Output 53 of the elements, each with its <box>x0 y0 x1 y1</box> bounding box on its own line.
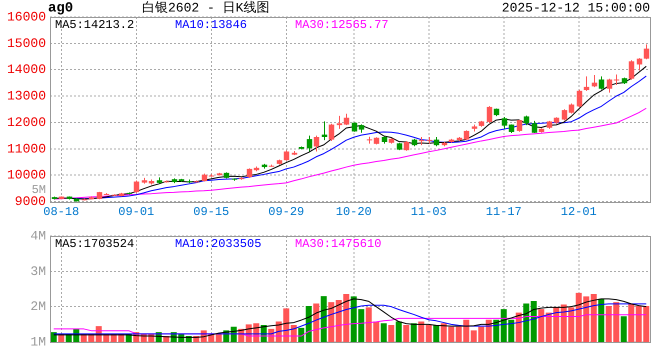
candlestick <box>628 60 634 80</box>
y-tick-label: 3M <box>30 264 46 279</box>
candlestick <box>322 120 328 141</box>
y-tick-label: 16000 <box>6 9 46 24</box>
candlestick <box>314 135 320 152</box>
candlestick <box>598 76 604 90</box>
y-tick-label: 13000 <box>6 88 46 104</box>
text: MA30:1475610 <box>295 237 382 252</box>
text: MA5:14213.2 <box>55 18 134 32</box>
text: MA5:1703524 <box>55 237 134 252</box>
candlestick <box>636 58 642 72</box>
y-tick-label: 11000 <box>6 141 46 156</box>
text: MA10:2033505 <box>175 237 262 252</box>
chart-subtitle: 白银2602 - 日K线图 <box>142 0 270 16</box>
candlestick <box>486 106 492 124</box>
candlestick <box>284 150 290 162</box>
candlestick <box>464 130 470 141</box>
x-tick-label: 09-01 <box>118 204 154 219</box>
candlestick <box>134 180 140 194</box>
y-tick-label: 1M <box>30 334 46 350</box>
candlestick <box>524 115 530 126</box>
candlestick <box>434 136 440 147</box>
x-tick-label: 11-17 <box>486 204 522 219</box>
candlestick <box>328 123 334 142</box>
candlestick <box>344 113 350 126</box>
x-tick-label: 11-03 <box>410 204 447 219</box>
candlestick <box>562 108 568 121</box>
candlestick <box>532 120 538 134</box>
y-tick-label: 10000 <box>6 168 46 183</box>
x-tick-label: 08-18 <box>43 204 80 219</box>
candlestick <box>606 78 612 94</box>
x-tick-label: 12-01 <box>560 204 597 219</box>
candlestick <box>404 140 410 152</box>
candlestick <box>644 44 650 60</box>
candlestick <box>614 74 620 86</box>
candlestick <box>576 89 582 108</box>
text: MA30:12565.77 <box>295 18 389 32</box>
candlestick <box>246 168 252 178</box>
y-tick-label: 2M <box>30 299 46 314</box>
x-tick-label: 09-15 <box>193 204 230 219</box>
candlestick <box>306 135 312 152</box>
y-tick-label: 14000 <box>6 62 46 78</box>
y-tick-label: 4M <box>30 228 46 244</box>
x-tick-label: 09-29 <box>268 204 304 219</box>
x-tick-label: 10-20 <box>336 204 372 219</box>
y-tick-label: 12000 <box>6 114 46 130</box>
y-tick-label: 15000 <box>6 36 46 51</box>
candlestick <box>592 74 598 88</box>
text: 2025-12-12 15:00:00 <box>502 0 650 16</box>
candlestick <box>568 103 574 114</box>
text: MA10:13846 <box>175 18 248 32</box>
chart-title: ag0 <box>48 0 74 17</box>
text: 5M <box>32 182 46 197</box>
